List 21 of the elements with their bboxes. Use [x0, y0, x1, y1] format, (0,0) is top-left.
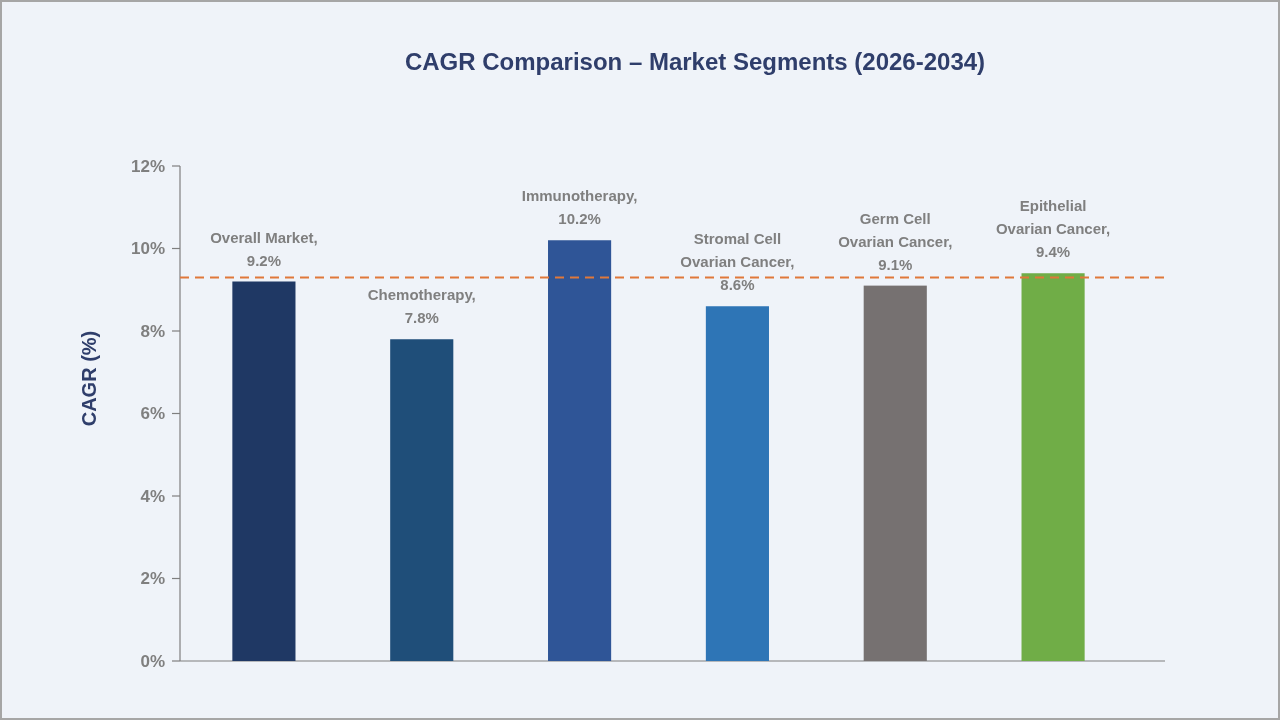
data-label: Germ Cell Ovarian Cancer, 9.1%	[838, 209, 953, 273]
bar	[1021, 273, 1085, 661]
bar	[390, 339, 454, 661]
data-label: Stromal Cell Ovarian Cancer, 8.6%	[680, 230, 795, 294]
data-label: Overall Market, 9.2%	[210, 228, 318, 269]
y-tick-label: 10%	[130, 239, 165, 259]
y-tick-label: 8%	[140, 321, 165, 341]
y-tick-label: 2%	[140, 569, 165, 589]
bar	[863, 285, 927, 661]
bar	[548, 240, 612, 661]
y-tick-label: 4%	[140, 486, 165, 506]
y-tick-label: 6%	[140, 404, 165, 424]
y-axis-title: CAGR (%)	[78, 330, 100, 427]
bar	[232, 281, 296, 661]
data-label: Epithelial Ovarian Cancer, 9.4%	[995, 197, 1111, 261]
y-tick-label: 0%	[140, 651, 165, 671]
chart-title: CAGR Comparison – Market Segments (2026-2034)	[404, 48, 986, 75]
bar	[705, 306, 769, 661]
data-label: Chemotherapy, 7.8%	[367, 286, 476, 327]
data-label: Immunotherapy, 10.2%	[521, 187, 638, 228]
y-tick-label: 12%	[130, 156, 165, 176]
